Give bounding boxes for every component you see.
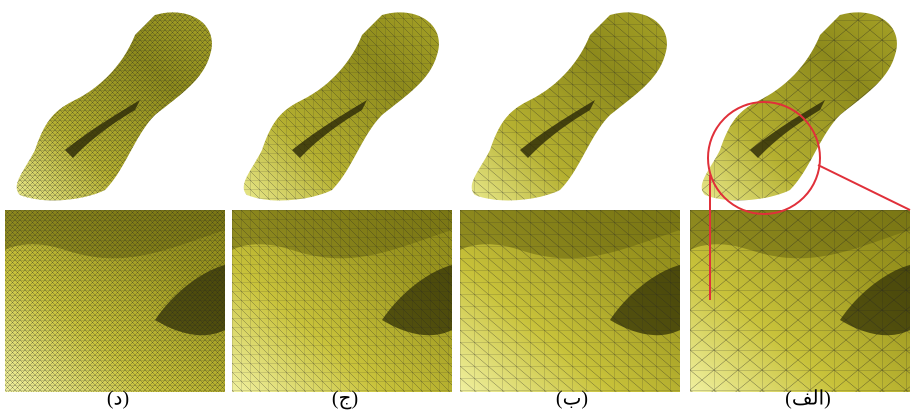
panel-label: (ج) bbox=[332, 388, 358, 410]
zoom-view bbox=[460, 210, 680, 392]
mesh-wireframe bbox=[472, 12, 667, 200]
zoom-wireframe bbox=[460, 210, 680, 392]
zoom-wireframe bbox=[690, 210, 910, 392]
panel bbox=[5, 12, 225, 392]
panel-label: (الف) bbox=[785, 388, 831, 410]
panel-label: (ب) bbox=[556, 388, 588, 410]
figure: (د) (ج) (ب) (الف) bbox=[0, 0, 913, 414]
mesh-wireframe bbox=[244, 12, 439, 200]
zoom-view bbox=[5, 210, 225, 392]
panel bbox=[690, 12, 910, 392]
panel bbox=[460, 12, 680, 392]
zoom-wireframe bbox=[232, 210, 452, 392]
zoom-view bbox=[232, 210, 452, 392]
zoom-line bbox=[818, 165, 910, 210]
mesh-wireframe bbox=[17, 12, 212, 200]
zoom-wireframe bbox=[5, 210, 225, 392]
zoom-view bbox=[690, 210, 910, 392]
mesh-wireframe bbox=[702, 12, 897, 200]
panel-label: (د) bbox=[107, 388, 129, 410]
panel bbox=[232, 12, 452, 392]
